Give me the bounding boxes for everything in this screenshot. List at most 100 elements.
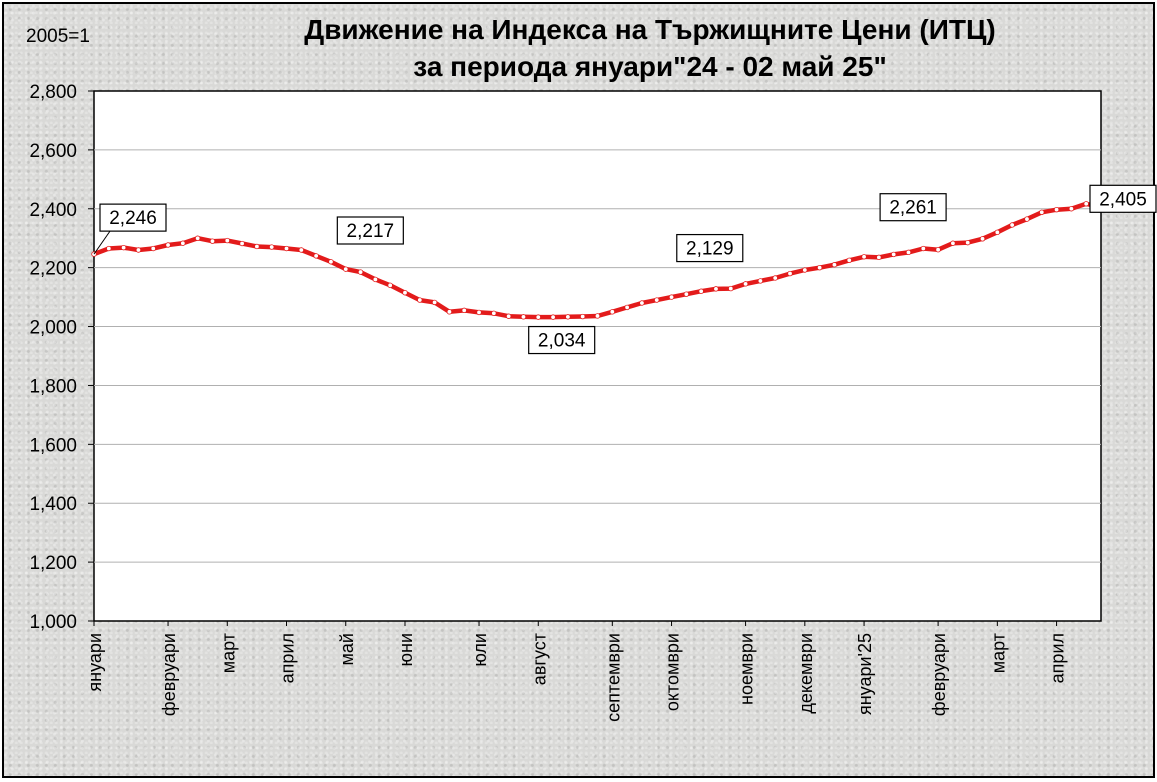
x-tick-label: юли	[470, 633, 490, 667]
data-point	[861, 254, 867, 260]
data-point	[565, 314, 571, 320]
data-point	[1068, 206, 1075, 212]
data-point	[831, 262, 838, 268]
data-point	[372, 276, 379, 283]
data-point	[343, 266, 349, 272]
data-point	[402, 289, 408, 296]
data-point	[387, 282, 393, 289]
y-tick-label: 1,600	[29, 435, 77, 456]
y-tick-label: 2,400	[29, 200, 77, 221]
data-point	[505, 313, 512, 319]
data-point	[1009, 222, 1015, 228]
data-point	[965, 239, 971, 246]
data-label: 2,129	[686, 239, 734, 260]
data-label: 2,246	[109, 208, 157, 229]
y-tick-label: 1,200	[29, 553, 77, 574]
data-point	[816, 264, 823, 271]
data-label-box	[676, 233, 744, 263]
x-tick-label: октомври	[663, 633, 683, 711]
data-point	[180, 240, 186, 246]
data-point	[609, 309, 616, 315]
x-tick-label: март	[218, 633, 238, 673]
x-tick-label: май	[337, 633, 357, 665]
data-point	[135, 247, 142, 253]
data-label-leader	[93, 230, 111, 255]
data-point	[239, 240, 245, 247]
data-point	[890, 251, 897, 258]
data-point	[713, 286, 719, 292]
data-point	[639, 300, 645, 306]
data-point	[787, 270, 793, 277]
x-tick-label: юни	[396, 633, 416, 667]
data-label: 2,405	[1099, 189, 1147, 210]
data-point	[1024, 216, 1030, 222]
data-point	[298, 247, 305, 253]
x-tick-label: април	[278, 633, 298, 683]
x-tick-label: август	[529, 633, 549, 685]
data-point	[624, 304, 630, 311]
data-point	[698, 288, 704, 294]
data-point	[594, 313, 601, 319]
data-point	[950, 240, 956, 246]
y-tick-label: 2,200	[29, 259, 77, 280]
data-point	[802, 267, 808, 273]
y-tick-label: 2,600	[29, 141, 77, 162]
data-point	[1039, 209, 1045, 216]
data-point	[313, 253, 319, 259]
data-point	[654, 297, 660, 303]
data-label: 2,034	[538, 331, 586, 352]
data-point	[668, 294, 675, 300]
data-point	[550, 314, 556, 320]
data-label-box	[99, 203, 167, 232]
x-tick-label: февруари	[159, 633, 179, 716]
data-point	[994, 229, 1001, 236]
data-point	[905, 249, 912, 256]
data-point	[283, 245, 290, 252]
data-point	[757, 278, 764, 284]
data-point	[461, 307, 467, 314]
data-point	[491, 310, 497, 317]
y-tick-label: 1,400	[29, 494, 77, 515]
data-label: 2,261	[889, 198, 937, 219]
x-tick-label: ноември	[737, 633, 757, 705]
plot-area	[93, 90, 1102, 622]
data-point	[106, 245, 112, 252]
data-label: 2,217	[347, 221, 395, 242]
data-point	[728, 285, 734, 292]
x-tick-label: февруари	[929, 633, 949, 716]
data-point	[476, 309, 482, 316]
data-label-box	[336, 216, 404, 245]
data-point	[417, 297, 423, 303]
data-point	[165, 242, 171, 248]
x-tick-label: март	[988, 633, 1008, 673]
x-tick-label: април	[1048, 633, 1068, 683]
chart-title-line-1: Движение на Индекса на Тържищните Цени (…	[304, 14, 996, 45]
data-point	[846, 257, 852, 264]
data-point	[772, 275, 778, 281]
data-label-box	[1089, 184, 1157, 213]
data-point	[920, 245, 926, 252]
data-point	[683, 291, 690, 297]
x-tick-label: януари'25	[855, 633, 875, 715]
data-point	[579, 313, 586, 320]
chart-title-line-2: за периода януари"24 - 02 май 25"	[413, 51, 887, 82]
data-point	[224, 237, 230, 244]
data-point	[357, 269, 364, 275]
data-point	[120, 244, 127, 251]
data-point	[1053, 206, 1060, 213]
data-point	[328, 259, 334, 265]
x-tick-label: септември	[603, 633, 623, 722]
data-point	[876, 254, 882, 261]
data-point	[209, 238, 216, 244]
data-point	[446, 309, 453, 315]
data-point	[535, 314, 541, 320]
data-point	[431, 299, 438, 306]
y-tick-label: 2,800	[29, 82, 77, 103]
data-point	[979, 236, 986, 242]
data-point	[935, 247, 941, 253]
x-tick-label: декември	[796, 633, 816, 714]
y-tick-label: 1,000	[29, 612, 77, 633]
data-label-box	[879, 193, 947, 222]
data-label-box	[528, 325, 596, 355]
